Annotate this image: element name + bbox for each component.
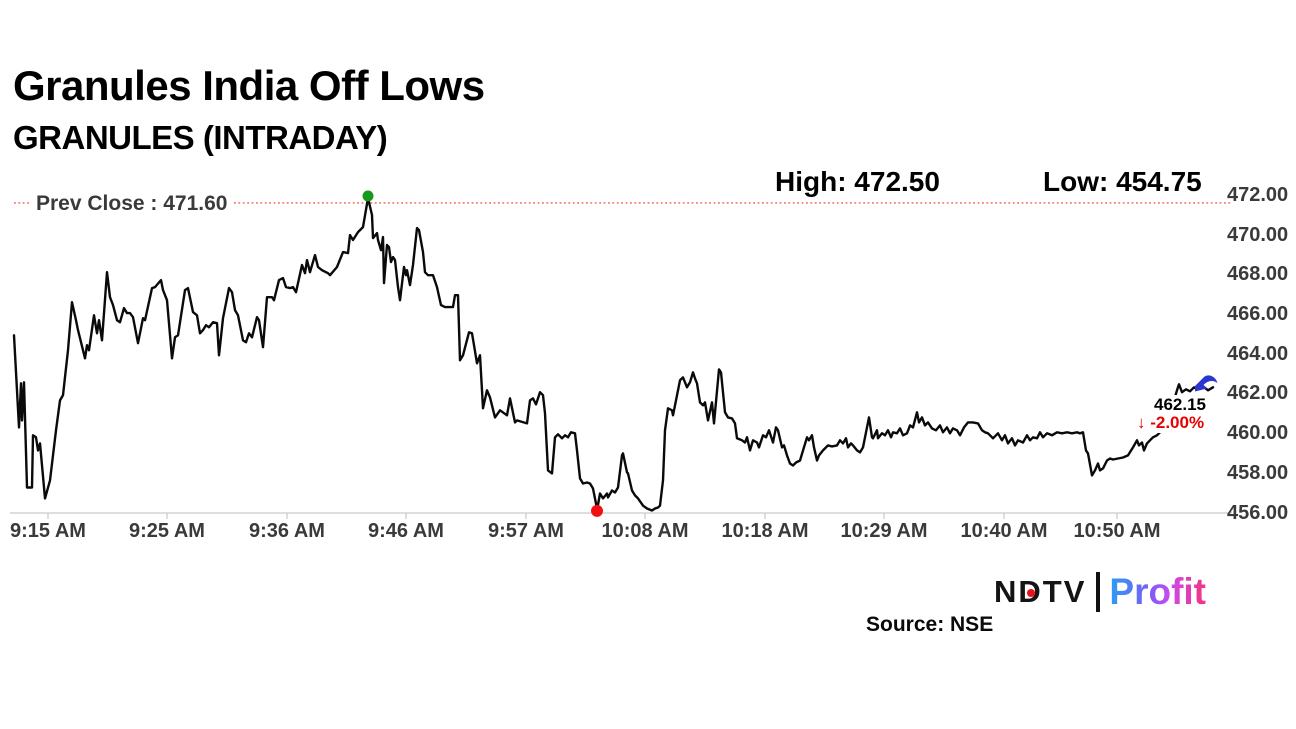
ndtv-letter-n: N [994, 574, 1019, 609]
prev-close-label: Prev Close : 471.60 [30, 193, 234, 214]
profit-wordmark: Profit [1109, 571, 1207, 612]
x-axis-label: 10:40 AM [960, 520, 1048, 542]
high-value-label: High: 472.50 [775, 166, 940, 197]
price-line [12, 196, 1215, 512]
ndtv-letter-d: D [1018, 574, 1042, 610]
x-axis-label: 9:57 AM [488, 520, 564, 542]
x-axis-label: 10:50 AM [1073, 520, 1161, 542]
y-axis-label: 464.00 [1227, 342, 1289, 365]
x-axis-label: 10:18 AM [721, 520, 809, 542]
x-axis-label: 9:36 AM [249, 520, 325, 542]
y-axis-label: 458.00 [1227, 461, 1289, 484]
y-axis-label: 472.00 [1227, 184, 1289, 206]
y-axis-label: 456.00 [1227, 501, 1289, 524]
last-price-label: 462.15 [1152, 395, 1208, 415]
y-axis-label: 470.00 [1227, 223, 1289, 246]
ndtv-red-dot-icon [1026, 588, 1035, 597]
chart-subtitle: GRANULES (INTRADAY) [13, 119, 388, 156]
high-marker-dot [362, 190, 374, 202]
page-title: Granules India Off Lows [13, 62, 485, 109]
x-axis-label: 9:46 AM [368, 520, 444, 542]
logo-divider [1096, 572, 1101, 612]
y-axis-label: 462.00 [1227, 382, 1289, 405]
source-attribution: Source: NSE [866, 613, 994, 636]
x-axis-label: 10:08 AM [601, 520, 689, 542]
low-value-label: Low: 454.75 [1043, 166, 1202, 197]
change-percent-label: ↓ -2.00% [1135, 413, 1207, 433]
y-axis-label: 468.00 [1227, 263, 1289, 286]
y-axis-label: 466.00 [1227, 303, 1289, 326]
ndtv-wordmark: NDTV [994, 574, 1086, 610]
x-axis-label: 10:29 AM [840, 520, 928, 542]
x-axis-label: 9:15 AM [10, 520, 86, 542]
x-axis-label: 9:25 AM [129, 520, 205, 542]
ndtv-profit-logo: NDTV Profit [994, 571, 1206, 613]
ndtv-letters-tv: TV [1042, 574, 1087, 609]
low-marker-dot [591, 504, 603, 517]
price-cursor-icon [1195, 375, 1218, 392]
y-axis-label: 460.00 [1227, 422, 1289, 445]
